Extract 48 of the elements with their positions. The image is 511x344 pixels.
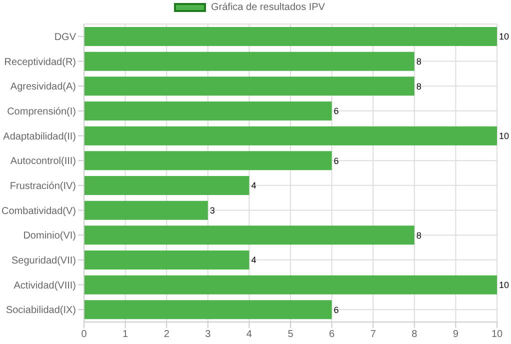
y-tick-label: Agresividad(A) — [10, 82, 76, 93]
bar — [84, 226, 414, 245]
x-tick-label: 5 — [288, 329, 294, 340]
data-label: 6 — [334, 106, 339, 116]
x-tick-label: 3 — [205, 329, 212, 340]
bar — [84, 275, 497, 294]
bar — [84, 101, 332, 120]
data-label: 8 — [416, 56, 422, 67]
bar — [84, 151, 332, 170]
x-tick-label: 9 — [452, 329, 459, 340]
x-tick-label: 2 — [164, 329, 170, 340]
x-tick-label: 1 — [122, 329, 129, 340]
bar — [84, 76, 414, 96]
data-label: 4 — [251, 180, 256, 191]
data-label: 6 — [334, 156, 339, 166]
x-tick-label: 0 — [81, 329, 88, 340]
y-tick-label: Comprensión(I) — [7, 106, 76, 118]
bar — [84, 300, 332, 320]
bar — [84, 52, 414, 71]
bar — [84, 26, 497, 46]
x-tick-label: 4 — [246, 329, 252, 340]
x-tick-label: 7 — [370, 329, 376, 340]
data-label: 6 — [334, 304, 339, 315]
data-label: 8 — [416, 230, 422, 240]
y-tick-label: Adaptabilidad(II) — [3, 131, 76, 142]
data-label: 4 — [251, 255, 256, 266]
y-tick-label: DGV — [54, 32, 76, 43]
data-label: 10 — [499, 32, 510, 42]
y-tick-label: Actividad(VIII) — [14, 280, 76, 292]
data-label: 8 — [416, 81, 422, 92]
bar — [84, 200, 208, 220]
x-tick-label: 6 — [329, 329, 336, 340]
x-tick-label: 10 — [491, 329, 503, 340]
y-tick-label: Combatividad(V) — [2, 206, 76, 217]
y-tick-label: Sociabilidad(IX) — [6, 305, 76, 316]
x-tick-label: 8 — [412, 329, 418, 340]
data-label: 10 — [499, 131, 510, 142]
data-label: 10 — [499, 280, 510, 290]
bar — [84, 126, 497, 146]
bar — [84, 250, 250, 270]
bar — [84, 176, 250, 195]
y-tick-label: Dominio(VI) — [23, 230, 76, 242]
y-tick-label: Frustración(IV) — [10, 180, 76, 192]
y-tick-label: Autocontrol(III) — [10, 156, 76, 168]
data-label: 3 — [210, 206, 215, 216]
y-tick-label: Seguridad(VII) — [12, 255, 76, 266]
series-label: Gráfica de resultados IPV — [211, 2, 325, 13]
y-tick-label: Receptividad(R) — [4, 56, 76, 68]
